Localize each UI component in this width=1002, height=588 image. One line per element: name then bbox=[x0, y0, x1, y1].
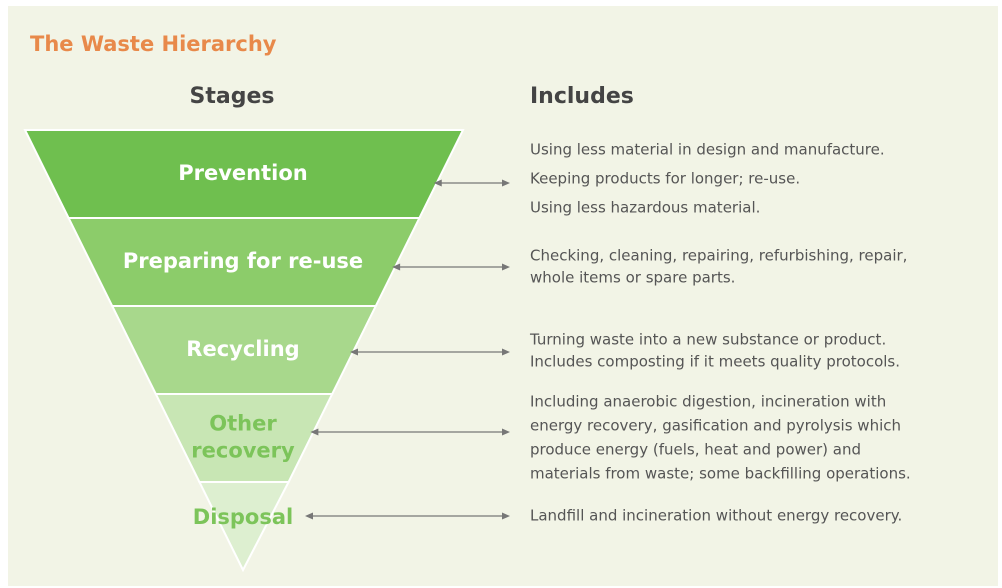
description-line: Landfill and incineration without energy… bbox=[530, 507, 902, 525]
stage-band bbox=[197, 481, 291, 573]
stage-label: Recycling bbox=[186, 337, 299, 361]
description-line: Turning waste into a new substance or pr… bbox=[529, 331, 886, 349]
arrow-head bbox=[502, 428, 510, 436]
stage-label: Preparing for re-use bbox=[123, 249, 363, 273]
description-line: Using less hazardous material. bbox=[530, 199, 760, 217]
description-line: Using less material in design and manufa… bbox=[530, 141, 885, 159]
stages-header: Stages bbox=[190, 84, 275, 109]
description-line: Includes composting if it meets quality … bbox=[530, 353, 900, 371]
stage-label: Disposal bbox=[193, 505, 293, 529]
stage-label: Prevention bbox=[178, 161, 308, 185]
arrow-head bbox=[392, 263, 401, 271]
arrow-head bbox=[502, 512, 510, 520]
description-line: materials from waste; some backfilling o… bbox=[530, 465, 911, 483]
arrow-head bbox=[310, 428, 319, 436]
description-line: Checking, cleaning, repairing, refurbish… bbox=[530, 247, 907, 265]
description-line: Including anaerobic digestion, incinerat… bbox=[530, 393, 886, 411]
arrow-head bbox=[502, 179, 510, 187]
arrow-head bbox=[502, 348, 510, 356]
stage-label: Other bbox=[209, 412, 277, 436]
description-line: produce energy (fuels, heat and power) a… bbox=[530, 441, 861, 459]
includes-header: Includes bbox=[530, 84, 634, 109]
description-line: energy recovery, gasification and pyroly… bbox=[530, 417, 901, 435]
arrow-head bbox=[350, 348, 359, 356]
arrow-head bbox=[433, 179, 442, 187]
title: The Waste Hierarchy bbox=[30, 32, 277, 56]
arrow-head bbox=[305, 512, 313, 520]
arrow-head bbox=[502, 263, 510, 271]
description-line: Keeping products for longer; re-use. bbox=[530, 170, 800, 188]
stage-label: recovery bbox=[191, 439, 295, 463]
description-line: whole items or spare parts. bbox=[530, 269, 735, 287]
